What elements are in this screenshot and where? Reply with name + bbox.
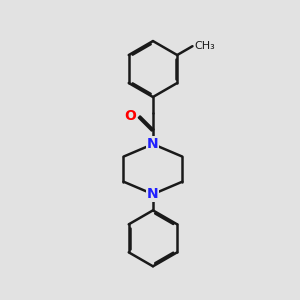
Text: O: O — [124, 110, 136, 124]
Text: N: N — [147, 187, 159, 201]
Text: N: N — [147, 137, 159, 151]
Text: CH₃: CH₃ — [194, 40, 215, 51]
